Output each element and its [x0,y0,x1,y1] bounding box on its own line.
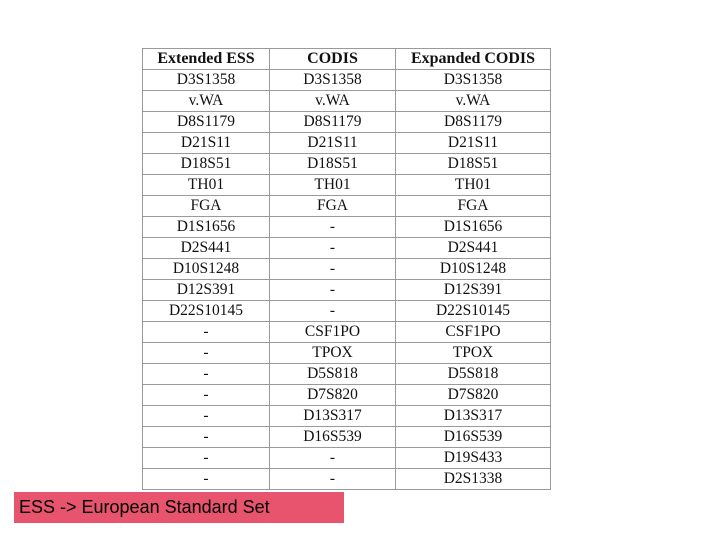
table-row: D3S1358 D3S1358 D3S1358 [142,69,551,91]
table-cell-codis: D8S1179 [269,111,396,133]
table-cell-expanded-codis: D8S1179 [395,111,551,133]
table-cell-extended-ess: D10S1248 [142,258,270,280]
table-cell-extended-ess: - [142,468,270,490]
table-cell-extended-ess: D8S1179 [142,111,270,133]
table-cell-codis: - [269,216,396,238]
table-cell-expanded-codis: D5S818 [395,363,551,385]
table-row: - CSF1PO CSF1PO [142,321,551,343]
table-cell-expanded-codis: D16S539 [395,426,551,448]
table-cell-expanded-codis: D2S441 [395,237,551,259]
table-cell-extended-ess: D2S441 [142,237,270,259]
table-cell-extended-ess: - [142,321,270,343]
table-cell-expanded-codis: D10S1248 [395,258,551,280]
table-cell-codis: - [269,279,396,301]
table-cell-codis: TPOX [269,342,396,364]
table-cell-codis: FGA [269,195,396,217]
table-cell-expanded-codis: FGA [395,195,551,217]
table-cell-extended-ess: - [142,405,270,427]
table-row: TH01 TH01 TH01 [142,174,551,196]
column-header-codis: CODIS [269,48,396,70]
table-cell-codis: CSF1PO [269,321,396,343]
column-header-expanded-codis: Expanded CODIS [395,48,551,70]
table-row: D8S1179 D8S1179 D8S1179 [142,111,551,133]
table-row: - D13S317 D13S317 [142,405,551,427]
table-row: D1S1656- D1S1656 [142,216,551,238]
table-row: - TPOX TPOX [142,342,551,364]
table-cell-expanded-codis: v.WA [395,90,551,112]
table-cell-expanded-codis: D3S1358 [395,69,551,91]
table-row: FGA FGA FGA [142,195,551,217]
table-cell-expanded-codis: D21S11 [395,132,551,154]
table-row: D12S391- D12S391 [142,279,551,301]
table-cell-codis: D3S1358 [269,69,396,91]
table-cell-expanded-codis: TPOX [395,342,551,364]
table-cell-extended-ess: D1S1656 [142,216,270,238]
table-cell-extended-ess: TH01 [142,174,270,196]
table-row: D2S441- D2S441 [142,237,551,259]
table-row: - - D19S433 [142,447,551,469]
table-cell-codis: TH01 [269,174,396,196]
table-cell-extended-ess: - [142,363,270,385]
table-cell-expanded-codis: D19S433 [395,447,551,469]
table-cell-codis: - [269,300,396,322]
table-cell-extended-ess: D21S11 [142,132,270,154]
table-row: D18S51 D18S51 D18S51 [142,153,551,175]
table-cell-expanded-codis: D1S1656 [395,216,551,238]
table-cell-codis: D5S818 [269,363,396,385]
table-cell-codis: D7S820 [269,384,396,406]
table-cell-codis: D16S539 [269,426,396,448]
table-row: - D5S818 D5S818 [142,363,551,385]
table-cell-extended-ess: v.WA [142,90,270,112]
table-cell-extended-ess: FGA [142,195,270,217]
table-row: - D16S539 D16S539 [142,426,551,448]
marker-comparison-table: Extended ESS CODIS Expanded CODIS D3S135… [142,48,551,490]
table-row: v.WA v.WA v.WA [142,90,551,112]
table-cell-extended-ess: - [142,342,270,364]
table-body: D3S1358 D3S1358 D3S1358 v.WA v.WA v.WA D8S1179… [142,69,551,490]
table-row: - D7S820 D7S820 [142,384,551,406]
table-cell-extended-ess: - [142,384,270,406]
table-cell-codis: D18S51 [269,153,396,175]
table-cell-expanded-codis: TH01 [395,174,551,196]
table-cell-expanded-codis: D12S391 [395,279,551,301]
table-cell-codis: - [269,447,396,469]
table-row: D10S1248- D10S1248 [142,258,551,280]
table-cell-expanded-codis: D7S820 [395,384,551,406]
table-cell-extended-ess: - [142,447,270,469]
table-row: - - D2S1338 [142,468,551,490]
table-cell-codis: D21S11 [269,132,396,154]
table-cell-expanded-codis: CSF1PO [395,321,551,343]
table-cell-expanded-codis: D13S317 [395,405,551,427]
table-cell-expanded-codis: D2S1338 [395,468,551,490]
table-cell-expanded-codis: D18S51 [395,153,551,175]
ess-definition-note: ESS -> European Standard Set [14,492,344,523]
table-cell-extended-ess: D3S1358 [142,69,270,91]
table-cell-codis: D13S317 [269,405,396,427]
table-cell-codis: v.WA [269,90,396,112]
column-header-extended-ess: Extended ESS [142,48,270,70]
table-row: D21S11 D21S11 D21S11 [142,132,551,154]
marker-table-container: Extended ESS CODIS Expanded CODIS D3S135… [142,48,551,490]
table-cell-codis: - [269,258,396,280]
table-cell-extended-ess: - [142,426,270,448]
table-cell-extended-ess: D18S51 [142,153,270,175]
table-cell-codis: - [269,237,396,259]
table-cell-extended-ess: D12S391 [142,279,270,301]
table-row: D22S10145- D22S10145 [142,300,551,322]
table-header-row: Extended ESS CODIS Expanded CODIS [142,48,551,70]
table-cell-expanded-codis: D22S10145 [395,300,551,322]
table-cell-extended-ess: D22S10145 [142,300,270,322]
ess-definition-text: ESS -> European Standard Set [19,497,270,517]
table-cell-codis: - [269,468,396,490]
